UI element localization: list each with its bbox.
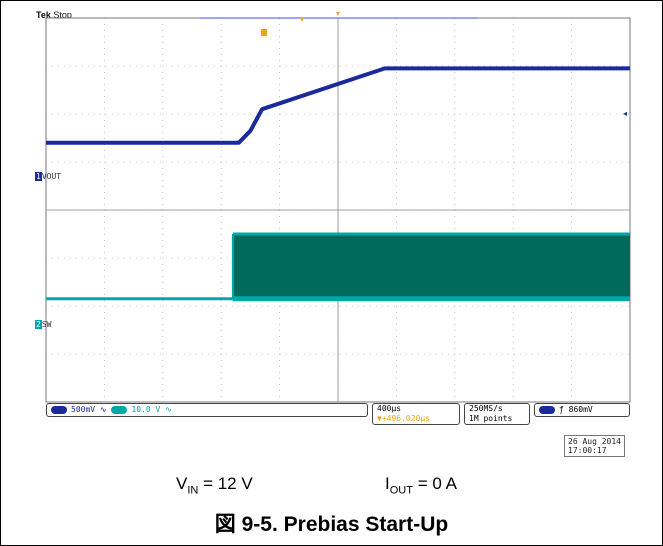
scope-status: Tek Stop (36, 10, 72, 20)
vout-trace (46, 66, 630, 145)
timebase-readout: 400µs ▼+496.020µs (372, 403, 460, 425)
ch2-label: SW (41, 320, 52, 329)
trigger-marker: ▾ (300, 15, 304, 24)
trigger-position: ▼+496.020µs (377, 414, 430, 423)
scope-brand: Tek (36, 10, 51, 20)
ch1-label: VOUT (41, 172, 62, 181)
sw-switching-band (232, 234, 630, 299)
ch1-marker: 1VOUT (35, 172, 62, 181)
time: 17:00:17 (568, 446, 607, 455)
trigger-point-marker: ▾ (336, 9, 340, 18)
scope-state: Stop (53, 10, 72, 20)
figure-caption: 図 9-5. Prebias Start-Up (214, 513, 449, 536)
trigger-readout: ƒ 860mV (534, 403, 630, 417)
acquisition-readout: 250MS/s 1M points (464, 403, 530, 425)
channel-scale-readout: 500mV ∿ 10.0 V ∿ (46, 403, 368, 417)
timestamp: 26 Aug 2014 17:00:17 (564, 435, 625, 457)
ch2-badge (111, 405, 128, 414)
sample-rate: 250MS/s (469, 404, 503, 413)
record-length: 1M points (469, 414, 513, 423)
trigger-source-badge (539, 405, 555, 414)
date: 26 Aug 2014 (568, 437, 621, 446)
trigger-level: 860mV (568, 405, 593, 414)
scope-plot: ▾ ▾ ◂ (45, 9, 631, 403)
iout-condition: IOUT = 0 A (385, 474, 457, 497)
trigger-slope-icon: ƒ (559, 405, 564, 414)
trigger-time-marker (261, 29, 267, 36)
timebase: 400µs (377, 404, 402, 413)
ch1-badge (51, 405, 67, 414)
ch2-marker: 2SW (35, 320, 52, 329)
vin-condition: VIN = 12 V (176, 474, 253, 497)
trigger-level-marker: ◂ (623, 109, 627, 118)
ch2-scale: 10.0 V (131, 405, 161, 414)
ch1-scale: 500mV (71, 405, 96, 414)
